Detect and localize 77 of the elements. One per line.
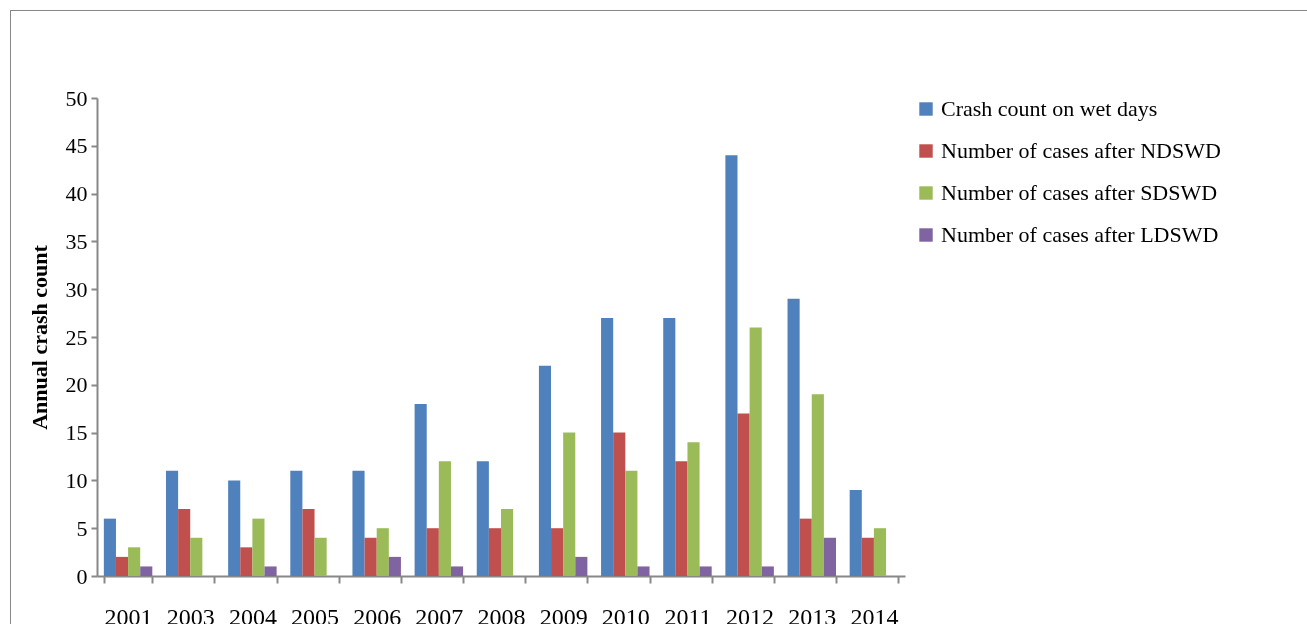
bar — [601, 317, 614, 576]
bar — [501, 509, 514, 576]
bar — [849, 489, 862, 576]
bar — [290, 470, 303, 576]
x-tick-label: 2014 — [850, 603, 899, 624]
y-tick-label: 0 — [76, 563, 88, 589]
y-tick-label: 5 — [76, 515, 88, 541]
y-tick-label: 30 — [65, 276, 88, 302]
bar — [128, 547, 141, 576]
bar — [575, 556, 588, 576]
bar — [352, 470, 365, 576]
y-tick-label: 25 — [65, 324, 88, 350]
bar — [823, 537, 837, 576]
x-tick-label: 2001 — [104, 603, 153, 624]
bar — [699, 566, 712, 576]
bar — [861, 537, 874, 576]
bar — [613, 432, 626, 576]
bar — [675, 461, 688, 576]
bar — [178, 509, 191, 576]
bar — [799, 518, 812, 576]
x-tick-label: 2013 — [788, 603, 837, 624]
bar — [438, 461, 451, 576]
bar — [450, 566, 464, 576]
bar — [737, 413, 750, 576]
bar — [749, 327, 762, 576]
x-tick-label: 2004 — [228, 603, 277, 624]
x-tick-label: 2011 — [664, 603, 712, 624]
bar — [625, 470, 638, 576]
bar — [240, 547, 253, 576]
bar — [551, 528, 564, 576]
bar — [388, 556, 401, 576]
bar — [637, 566, 650, 576]
legend-label: Crash count on wet days — [941, 96, 1158, 121]
bar — [140, 566, 153, 576]
bar — [414, 403, 427, 576]
bar — [725, 155, 738, 576]
x-tick-label: 2008 — [477, 603, 526, 624]
bar — [687, 442, 700, 576]
bar — [364, 537, 377, 576]
bar — [314, 537, 327, 576]
y-tick-label: 40 — [65, 181, 88, 207]
bar — [165, 470, 179, 576]
bar — [811, 394, 824, 576]
x-tick-label: 2012 — [726, 603, 775, 624]
legend-label: Number of cases after SDSWD — [941, 180, 1218, 205]
x-tick-label: 2007 — [415, 603, 464, 624]
bar — [228, 480, 241, 576]
x-tick-label: 2009 — [539, 603, 588, 624]
y-tick-label: 35 — [65, 228, 88, 254]
x-tick-label: 2003 — [166, 603, 215, 624]
bar — [426, 528, 439, 576]
legend-label: Number of cases after LDSWD — [941, 222, 1219, 247]
bar — [264, 566, 277, 576]
y-tick-label: 10 — [65, 467, 88, 493]
x-tick-label: 2005 — [291, 603, 340, 624]
bar — [376, 528, 389, 576]
bar — [663, 317, 676, 576]
legend-label: Number of cases after NDSWD — [941, 138, 1221, 163]
bar — [873, 528, 887, 576]
y-tick-label: 20 — [65, 372, 88, 398]
y-tick-label: 50 — [65, 85, 88, 111]
bar — [538, 365, 552, 576]
bar — [761, 566, 774, 576]
bar — [787, 298, 800, 576]
bar — [115, 556, 129, 576]
x-tick-label: 2006 — [353, 603, 402, 624]
bar — [302, 509, 315, 576]
y-tick-label: 45 — [65, 133, 88, 159]
y-axis-title: Annual crash count — [26, 244, 52, 430]
y-tick-label: 15 — [65, 420, 88, 446]
bar — [190, 537, 203, 576]
bar — [476, 461, 489, 576]
bar — [103, 518, 116, 576]
x-tick-label: 2010 — [601, 603, 650, 624]
bar — [252, 518, 265, 576]
bar — [488, 528, 501, 576]
bar — [563, 432, 576, 576]
